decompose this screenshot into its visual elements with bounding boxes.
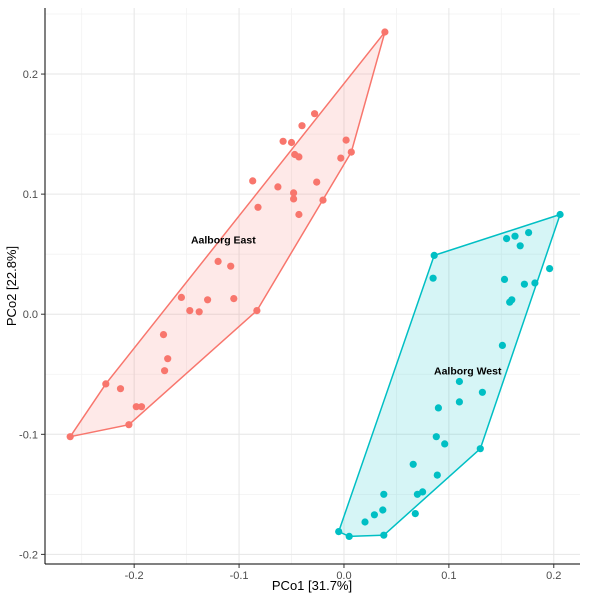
x-axis-ticks: -0.2 -0.1 0.0 0.1 0.2: [125, 564, 561, 582]
data-point-aalborg-east: [161, 367, 169, 375]
data-point-aalborg-east: [290, 189, 298, 197]
data-point-aalborg-west: [476, 445, 484, 453]
grid: [45, 8, 580, 564]
y-axis-title: PCo2 [22.8%]: [4, 246, 19, 326]
data-point-aalborg-east: [132, 403, 140, 411]
data-point-aalborg-west: [498, 341, 506, 349]
data-point-aalborg-west: [506, 298, 514, 306]
y-tick-label: 0.1: [23, 189, 38, 201]
data-point-aalborg-west: [335, 528, 343, 536]
data-point-aalborg-west: [432, 433, 440, 441]
data-point-aalborg-west: [434, 404, 442, 412]
data-point-aalborg-east: [337, 154, 345, 162]
data-point-aalborg-west: [556, 210, 564, 219]
group-labels: Aalborg East Aalborg West: [191, 234, 502, 377]
data-point-aalborg-west: [500, 275, 509, 283]
data-point-aalborg-west: [411, 509, 419, 518]
data-point-aalborg-east: [159, 331, 168, 339]
group-label-aalborg-west: Aalborg West: [434, 365, 502, 377]
data-point-aalborg-east: [227, 262, 235, 270]
hull-polygons: [69, 31, 561, 538]
data-point-aalborg-east: [177, 293, 185, 301]
data-point-aalborg-west: [546, 265, 554, 273]
data-point-aalborg-east: [319, 196, 327, 204]
data-point-aalborg-east: [290, 195, 298, 203]
data-point-aalborg-east: [195, 308, 203, 316]
data-point-aalborg-west: [455, 377, 463, 386]
data-point-aalborg-west: [511, 232, 519, 240]
data-point-aalborg-west: [525, 229, 533, 237]
y-tick-label: -0.2: [19, 549, 38, 561]
data-point-aalborg-east: [66, 433, 74, 441]
data-point-aalborg-east: [311, 110, 319, 118]
data-point-aalborg-west: [370, 511, 378, 519]
data-point-aalborg-east: [295, 153, 303, 161]
data-point-aalborg-east: [381, 28, 389, 36]
data-point-aalborg-east: [116, 385, 125, 393]
data-point-aalborg-west: [455, 398, 463, 406]
data-point-aalborg-west: [409, 460, 417, 468]
data-point-aalborg-west: [413, 490, 421, 498]
x-axis-title: PCo1 [31.7%]: [272, 578, 352, 593]
data-point-aalborg-west: [430, 251, 438, 259]
data-point-aalborg-east: [164, 355, 172, 363]
data-point-aalborg-east: [102, 380, 110, 388]
data-points: [66, 28, 564, 541]
data-point-aalborg-east: [230, 295, 238, 303]
data-point-aalborg-west: [478, 388, 486, 396]
data-point-aalborg-east: [186, 307, 194, 315]
data-point-aalborg-east: [279, 137, 287, 145]
y-tick-label: -0.1: [19, 429, 38, 441]
y-tick-label: 0.2: [23, 69, 38, 81]
data-point-aalborg-east: [347, 148, 355, 156]
data-point-aalborg-west: [345, 532, 353, 541]
x-tick-label: 0.0: [336, 570, 351, 582]
data-point-aalborg-west: [520, 280, 529, 288]
data-point-aalborg-east: [249, 177, 257, 185]
x-tick-label: 0.2: [546, 570, 561, 582]
y-tick-label: 0.0: [23, 309, 38, 321]
x-tick-label: 0.1: [441, 570, 456, 582]
data-point-aalborg-west: [531, 279, 539, 287]
data-point-aalborg-east: [254, 203, 262, 211]
y-axis-ticks: -0.2 -0.1 0.0 0.1 0.2: [19, 69, 45, 561]
data-point-aalborg-east: [313, 178, 321, 186]
data-point-aalborg-east: [125, 421, 133, 429]
data-point-aalborg-east: [274, 183, 282, 191]
data-point-aalborg-east: [204, 296, 212, 304]
x-tick-label: -0.2: [125, 570, 144, 582]
data-point-aalborg-west: [361, 518, 369, 526]
data-point-aalborg-west: [441, 440, 449, 448]
data-point-aalborg-east: [214, 257, 222, 265]
data-point-aalborg-east: [137, 403, 146, 411]
data-point-aalborg-west: [503, 235, 511, 243]
data-point-aalborg-west: [380, 531, 388, 539]
group-label-aalborg-east: Aalborg East: [191, 234, 256, 246]
data-point-aalborg-west: [380, 490, 388, 498]
data-point-aalborg-east: [298, 122, 306, 130]
data-point-aalborg-west: [379, 506, 387, 514]
data-point-aalborg-east: [287, 138, 296, 147]
data-point-aalborg-east: [295, 210, 303, 219]
x-tick-label: -0.1: [230, 570, 249, 582]
data-point-aalborg-east: [253, 307, 261, 315]
data-point-aalborg-west: [429, 274, 437, 282]
data-point-aalborg-west: [433, 471, 441, 479]
data-point-aalborg-east: [342, 136, 350, 144]
data-point-aalborg-west: [516, 242, 524, 250]
